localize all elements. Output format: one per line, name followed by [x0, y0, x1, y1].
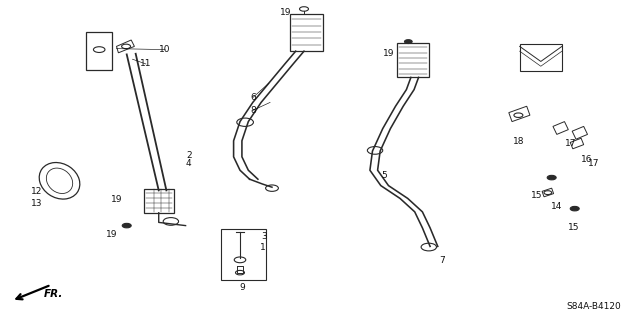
- Text: 16: 16: [581, 156, 593, 164]
- Text: 7: 7: [439, 256, 444, 265]
- Text: 19: 19: [280, 8, 292, 17]
- Text: 15: 15: [568, 223, 580, 232]
- Text: 4: 4: [186, 159, 191, 168]
- Text: 15: 15: [531, 191, 542, 200]
- Circle shape: [122, 223, 131, 228]
- Text: 1: 1: [260, 244, 265, 252]
- Text: 3: 3: [261, 232, 266, 241]
- Text: FR.: FR.: [44, 289, 63, 299]
- Text: 14: 14: [551, 202, 563, 211]
- Circle shape: [404, 40, 412, 44]
- Text: 6: 6: [250, 93, 255, 102]
- Text: 19: 19: [383, 49, 395, 58]
- Text: 13: 13: [31, 199, 43, 208]
- Circle shape: [547, 175, 556, 180]
- Text: 10: 10: [159, 45, 171, 54]
- Text: 17: 17: [588, 159, 600, 168]
- Text: 5: 5: [381, 172, 387, 180]
- Text: S84A-B4120: S84A-B4120: [566, 302, 621, 311]
- Text: 17: 17: [565, 140, 577, 148]
- Text: 11: 11: [140, 60, 152, 68]
- Text: 18: 18: [513, 137, 524, 146]
- Text: 12: 12: [31, 188, 43, 196]
- Text: 8: 8: [250, 106, 255, 115]
- Text: 9: 9: [239, 284, 244, 292]
- Text: 19: 19: [111, 196, 122, 204]
- Text: 19: 19: [106, 230, 118, 239]
- Circle shape: [570, 206, 579, 211]
- Text: 2: 2: [186, 151, 191, 160]
